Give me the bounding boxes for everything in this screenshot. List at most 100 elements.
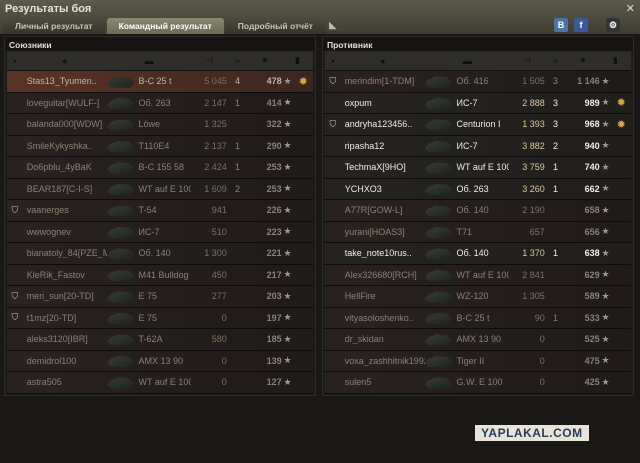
player-row[interactable]: TechmaX[9HO] WT auf E 100 3 759 1 740 ★ xyxy=(325,157,631,179)
tank-name: ИС-7 xyxy=(138,226,160,237)
tank-column-icon[interactable]: ▬ xyxy=(144,55,154,66)
player-row[interactable]: balanda000[WDW] Löwe 1 325 322 ★ xyxy=(7,114,313,136)
badge-column-icon[interactable]: ▪ xyxy=(331,55,335,66)
tank-image xyxy=(425,162,453,174)
player-row[interactable]: oxpum ИС-7 2 888 3 989 ★ ✹ xyxy=(325,92,631,114)
damage-value: 3 759 xyxy=(522,162,545,173)
tank-image xyxy=(107,291,135,303)
player-name: HellFire xyxy=(344,291,376,302)
star-icon: ★ xyxy=(601,75,610,86)
vk-share-button[interactable]: В xyxy=(554,18,568,32)
enemies-panel: Противник ▪ ● ▬ ⊣ ≈ ★ ▮ ⛉ merindim[1-TDM] Об. 416… xyxy=(322,36,634,396)
tank-name: WT auf E 100 xyxy=(138,183,192,194)
medal-column-icon[interactable]: ▮ xyxy=(294,55,300,65)
player-row[interactable]: Stas13_Tyumen.. B-C 25 t 5 045 4 478 ★ ✹ xyxy=(7,71,313,93)
tank-image xyxy=(425,355,453,368)
damage-value: 3 260 xyxy=(522,183,545,194)
player-row[interactable]: vityasoloshenko.. B-C 25 t 90 1 533 ★ xyxy=(325,307,631,329)
player-name: demidrol100 xyxy=(26,355,77,366)
player-row[interactable]: loveguitar[WULF-] Об. 263 2 147 1 414 ★ xyxy=(7,92,313,114)
kills-column-icon[interactable]: ≈ xyxy=(553,55,558,66)
xp-value: 414 xyxy=(266,97,282,108)
player-row[interactable]: Do6pblu_4yBaK B-C 155 58 2 424 1 253 ★ xyxy=(7,157,313,179)
tab-detailed[interactable]: Подробный отчёт xyxy=(225,18,325,34)
tab-team[interactable]: Командный результат xyxy=(106,18,224,34)
player-row[interactable]: ripasha12 ИС-7 3 882 2 940 ★ xyxy=(325,135,631,157)
close-icon[interactable]: ✕ xyxy=(625,3,635,15)
kills-value: 1 xyxy=(553,248,559,259)
player-row[interactable]: wwwognev ИС-7 510 223 ★ xyxy=(7,221,313,243)
damage-column-icon[interactable]: ⊣ xyxy=(523,55,531,65)
player-row[interactable]: aleks3120[IBR] T-62A 580 185 ★ xyxy=(7,329,313,351)
player-row[interactable]: HellFire WZ-120 1 305 589 ★ xyxy=(325,286,631,308)
player-row[interactable]: KleRik_Fastov M41 Bulldog 450 217 ★ xyxy=(7,264,313,286)
kills-value: 2 xyxy=(235,183,241,194)
damage-value: 1 325 xyxy=(204,119,227,130)
kills-column-icon[interactable]: ≈ xyxy=(235,55,240,66)
gear-icon[interactable]: ⚙ xyxy=(606,18,620,32)
star-icon: ★ xyxy=(283,140,292,151)
tank-name: T110E4 xyxy=(138,140,170,151)
star-icon: ★ xyxy=(601,226,610,237)
damage-column-icon[interactable]: ⊣ xyxy=(205,55,213,65)
medal-icon: ✹ xyxy=(298,75,308,88)
tank-image xyxy=(107,355,135,368)
player-row[interactable]: BEAR187[C-I-S] WT auf E 100 1 609 2 253 ★ xyxy=(7,178,313,200)
player-row[interactable]: astra505 WT auf E 100 0 127 ★ xyxy=(7,372,313,394)
player-column-icon[interactable]: ● xyxy=(62,55,68,66)
tank-name: WT auf E 100 xyxy=(138,377,192,388)
damage-value: 0 xyxy=(221,355,227,366)
tab-personal[interactable]: Личный результат xyxy=(3,18,105,34)
player-name: voxa_zashhitnik1992 xyxy=(344,355,426,366)
star-icon: ★ xyxy=(283,269,292,280)
player-row[interactable]: sulen5 G.W. E 100 0 425 ★ xyxy=(325,372,631,394)
damage-value: 510 xyxy=(211,226,227,237)
star-icon: ★ xyxy=(601,355,610,366)
star-icon: ★ xyxy=(601,312,610,323)
tank-name: Об. 140 xyxy=(138,248,171,259)
xp-value: 425 xyxy=(584,377,600,388)
star-icon: ★ xyxy=(601,333,610,344)
player-row[interactable]: ⛉ t1mz[20-TD] E 75 0 197 ★ xyxy=(7,307,313,329)
kills-value: 3 xyxy=(553,76,559,87)
player-row[interactable]: voxa_zashhitnik1992 Tiger II 0 475 ★ xyxy=(325,350,631,372)
badge-column-icon[interactable]: ▪ xyxy=(13,55,17,66)
tank-name: WT auf E 100 xyxy=(456,269,510,280)
xp-column-icon[interactable]: ★ xyxy=(260,55,269,65)
player-row[interactable]: ⛉ meri_sun[20-TD] E 75 277 203 ★ xyxy=(7,286,313,308)
xp-value: 478 xyxy=(266,76,282,87)
player-row[interactable]: Alex326680[RCH] WT auf E 100 2 841 629 ★ xyxy=(325,264,631,286)
star-icon: ★ xyxy=(283,376,292,387)
player-name: vaanerges xyxy=(26,205,69,216)
player-row[interactable]: ⛉ vaanerges T-54 941 226 ★ xyxy=(7,200,313,222)
player-row[interactable]: demidrol100 AMX 13 90 0 139 ★ xyxy=(7,350,313,372)
tank-name: B-C 25 t xyxy=(456,312,490,323)
player-row[interactable]: SmileKykyshka.. T110E4 2 137 1 290 ★ xyxy=(7,135,313,157)
player-row[interactable]: bianatoly_84[PZE_M] Об. 140 1 300 221 ★ xyxy=(7,243,313,265)
star-icon: ★ xyxy=(283,75,292,86)
player-row[interactable]: ⛉ merindim[1-TDM] Об. 416 1 505 3 1 146 ★ xyxy=(325,71,631,93)
medal-column-icon[interactable]: ▮ xyxy=(612,55,618,65)
player-row[interactable]: A77R[GOW-L] Об. 140 2 190 658 ★ xyxy=(325,200,631,222)
star-icon: ★ xyxy=(283,312,292,323)
player-row[interactable]: take_note10rus.. Об. 140 1 370 1 638 ★ xyxy=(325,243,631,265)
player-name: Do6pblu_4yBaK xyxy=(26,162,92,173)
player-name: sulen5 xyxy=(344,377,372,388)
player-row[interactable]: ⛉ andryha123456.. Centurion I 1 393 3 968 ★ ✹ xyxy=(325,114,631,136)
facebook-share-button[interactable]: f xyxy=(574,18,588,32)
player-row[interactable]: YCHXO3 Об. 263 3 260 1 662 ★ xyxy=(325,178,631,200)
xp-value: 253 xyxy=(266,162,282,173)
clan-badge-icon: ⛉ xyxy=(329,75,337,86)
tank-column-icon[interactable]: ▬ xyxy=(462,55,472,66)
xp-column-icon[interactable]: ★ xyxy=(578,55,587,65)
tank-image xyxy=(425,76,453,88)
player-column-icon[interactable]: ● xyxy=(380,55,386,66)
damage-value: 657 xyxy=(529,226,545,237)
player-row[interactable]: yurani[HOAS3] T71 657 656 ★ xyxy=(325,221,631,243)
kills-value: 1 xyxy=(553,183,559,194)
star-icon: ★ xyxy=(283,290,292,301)
tank-name: Об. 263 xyxy=(138,97,171,108)
player-name: BEAR187[C-I-S] xyxy=(26,183,93,194)
player-row[interactable]: dr_skidan AMX 13 90 0 525 ★ xyxy=(325,329,631,351)
tank-image xyxy=(107,269,135,282)
